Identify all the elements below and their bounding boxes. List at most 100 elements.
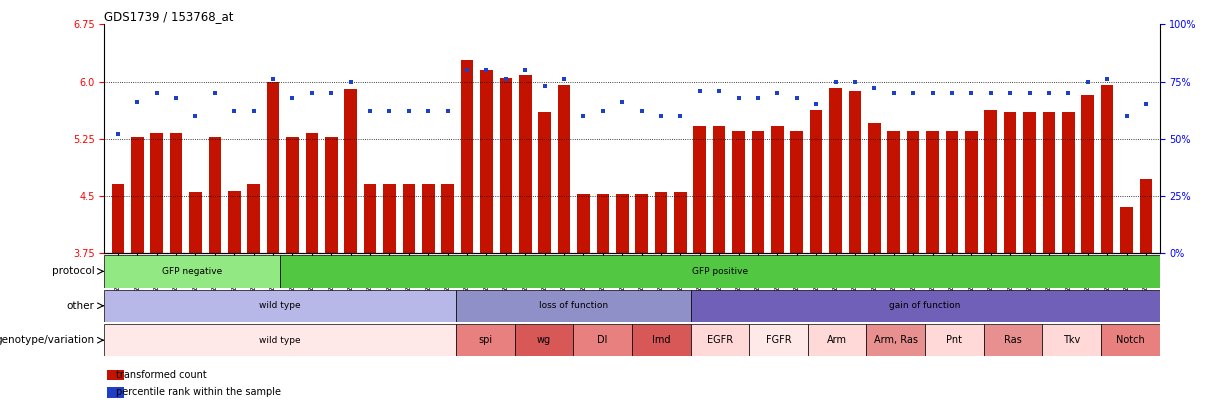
Point	[264, 76, 283, 83]
Text: loss of function: loss of function	[539, 301, 607, 310]
Bar	[104, 324, 456, 356]
Bar	[248, 185, 260, 253]
Text: Arm: Arm	[827, 335, 847, 345]
Bar	[573, 324, 632, 356]
Bar	[713, 126, 725, 253]
Bar	[1004, 112, 1016, 253]
Point	[923, 90, 942, 96]
Bar	[655, 192, 667, 253]
Point	[1117, 113, 1136, 119]
Point	[166, 94, 185, 101]
Point	[302, 90, 321, 96]
Bar	[539, 112, 551, 253]
Bar	[750, 324, 807, 356]
Bar	[810, 111, 822, 253]
Bar	[733, 131, 745, 253]
Bar	[209, 137, 221, 253]
Point	[361, 108, 380, 115]
Point	[438, 108, 458, 115]
Text: Pnt: Pnt	[946, 335, 962, 345]
Point	[379, 108, 399, 115]
Bar	[926, 131, 939, 253]
Bar	[771, 126, 784, 253]
Bar	[752, 131, 764, 253]
Bar	[107, 387, 124, 398]
Point	[612, 99, 632, 105]
Bar	[616, 194, 628, 253]
Point	[108, 131, 128, 137]
Bar	[456, 324, 514, 356]
Bar	[1081, 95, 1094, 253]
Bar	[480, 70, 493, 253]
Bar	[691, 290, 1160, 322]
Text: GFP negative: GFP negative	[162, 267, 222, 276]
Point	[496, 76, 515, 83]
Text: Dl: Dl	[598, 335, 607, 345]
Bar	[112, 185, 124, 253]
Point	[962, 90, 982, 96]
Point	[671, 113, 691, 119]
Point	[690, 87, 709, 94]
Bar	[383, 185, 396, 253]
Bar	[966, 131, 978, 253]
Point	[845, 78, 865, 85]
Point	[573, 113, 593, 119]
Bar	[286, 137, 298, 253]
Point	[458, 67, 477, 73]
Bar	[456, 290, 691, 322]
Point	[787, 94, 806, 101]
Point	[321, 90, 341, 96]
Bar	[151, 133, 163, 253]
Text: Tkv: Tkv	[1063, 335, 1080, 345]
Text: percentile rank within the sample: percentile rank within the sample	[117, 388, 281, 397]
Bar	[984, 111, 998, 253]
Point	[399, 108, 418, 115]
Point	[748, 94, 768, 101]
Bar	[363, 185, 377, 253]
Point	[903, 90, 923, 96]
Point	[418, 108, 438, 115]
Bar	[674, 192, 687, 253]
Bar	[169, 133, 183, 253]
Text: spi: spi	[479, 335, 492, 345]
Bar	[1042, 324, 1101, 356]
Text: wild type: wild type	[259, 336, 301, 345]
Point	[632, 108, 652, 115]
Point	[826, 78, 845, 85]
Text: Ras: Ras	[1004, 335, 1022, 345]
Bar	[691, 324, 750, 356]
Bar	[499, 78, 512, 253]
Point	[1136, 101, 1156, 108]
Bar	[577, 194, 590, 253]
Bar	[596, 194, 609, 253]
Text: other: other	[66, 301, 94, 311]
Point	[185, 113, 205, 119]
Bar	[558, 85, 571, 253]
Point	[729, 94, 748, 101]
Bar	[402, 185, 415, 253]
Bar	[345, 89, 357, 253]
Bar	[849, 91, 861, 253]
Bar	[280, 255, 1160, 288]
Bar	[946, 131, 958, 253]
Point	[1000, 90, 1020, 96]
Text: wg: wg	[537, 335, 551, 345]
Text: EGFR: EGFR	[707, 335, 733, 345]
Point	[147, 90, 167, 96]
Bar	[866, 324, 925, 356]
Bar	[189, 192, 201, 253]
Bar	[519, 75, 531, 253]
Bar	[907, 131, 919, 253]
Point	[593, 108, 612, 115]
Bar	[887, 131, 901, 253]
Bar	[1063, 112, 1075, 253]
Point	[806, 101, 826, 108]
Bar	[807, 324, 866, 356]
Bar	[442, 185, 454, 253]
Bar	[514, 324, 573, 356]
Point	[515, 67, 535, 73]
Bar	[131, 137, 144, 253]
Point	[1039, 90, 1059, 96]
Bar	[632, 324, 691, 356]
Bar	[636, 194, 648, 253]
